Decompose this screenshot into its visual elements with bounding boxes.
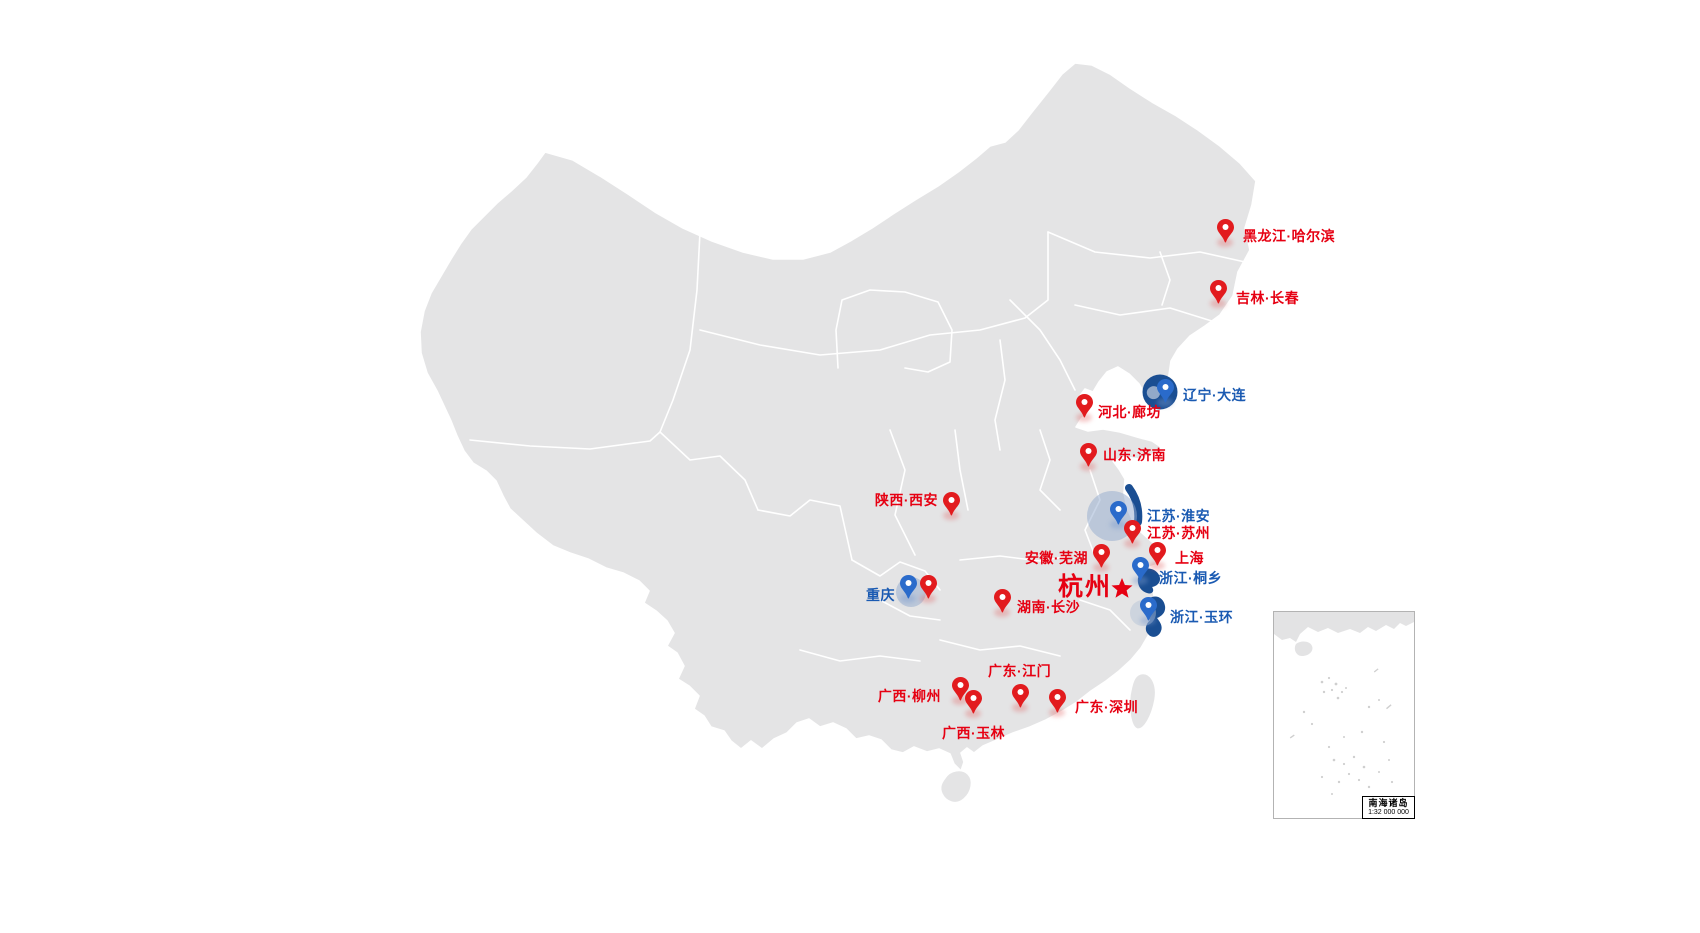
hunan-changsha-label[interactable]: 湖南·长沙 <box>1017 599 1081 615</box>
anhui-wuhu-label[interactable]: 安徽·芜湖 <box>1024 550 1088 566</box>
shaanxi-xian-label[interactable]: 陕西·西安 <box>874 492 938 508</box>
zhejiang-yuhuan-label[interactable]: 浙江·玉环 <box>1170 609 1234 625</box>
guangxi-liuzhou-pin-shadow <box>952 696 968 705</box>
inset-label-box: 南海诸岛 1:32 000 000 <box>1362 796 1415 819</box>
inset-coastline <box>1274 612 1414 642</box>
south-china-sea-inset: 南海诸岛 1:32 000 000 <box>1273 611 1415 819</box>
hangzhou-star-icon[interactable] <box>1111 578 1133 604</box>
heilongjiang-harbin-pin-icon[interactable] <box>1216 219 1234 248</box>
anhui-wuhu-pin-icon[interactable] <box>1092 544 1110 573</box>
jiangsu-huaian-pin-icon[interactable] <box>1109 501 1127 530</box>
shanghai-pin-shadow <box>1149 561 1165 570</box>
taiwan-shape <box>1128 672 1157 730</box>
shaanxi-xian-pin-icon[interactable] <box>942 492 960 521</box>
shanghai-pin-icon[interactable] <box>1148 542 1166 571</box>
liaoning-dalian-pin-shadow <box>1157 398 1173 407</box>
jilin-changchun-pin-shadow <box>1210 299 1226 308</box>
shanghai-label[interactable]: 上海 <box>1175 550 1204 566</box>
shandong-jinan-label[interactable]: 山东·济南 <box>1103 447 1167 463</box>
hainan-shape <box>939 769 973 804</box>
highlight-region-tongxiang <box>1137 568 1161 594</box>
guangdong-shenzhen-label[interactable]: 广东·深圳 <box>1075 699 1139 715</box>
guangdong-shenzhen-pin-shadow <box>1049 708 1065 717</box>
guangdong-jiangmen-label[interactable]: 广东·江门 <box>988 663 1052 679</box>
south-china-sea-map <box>1274 612 1414 799</box>
guangxi-yulin-pin-shadow <box>965 709 981 718</box>
hangzhou-label[interactable]: 杭州 <box>1057 572 1112 601</box>
zhejiang-tongxiang-pin-icon[interactable] <box>1131 557 1149 586</box>
guangdong-shenzhen-pin-icon[interactable] <box>1048 689 1066 718</box>
liaoning-dalian-label[interactable]: 辽宁·大连 <box>1183 387 1247 403</box>
jiangsu-suzhou-pin-icon[interactable] <box>1123 520 1141 549</box>
inset-title: 南海诸岛 <box>1368 798 1409 808</box>
inset-scale: 1:32 000 000 <box>1368 809 1409 816</box>
hebei-langfang-label[interactable]: 河北·廊坊 <box>1098 404 1162 420</box>
zhejiang-tongxiang-label[interactable]: 浙江·桐乡 <box>1159 570 1223 586</box>
inset-hainan <box>1294 641 1313 656</box>
chongqing-pin-icon[interactable] <box>899 575 917 604</box>
guangxi-yulin-pin-icon[interactable] <box>964 690 982 719</box>
chongqing-2-pin-icon[interactable] <box>919 575 937 604</box>
guangdong-jiangmen-pin-icon[interactable] <box>1011 684 1029 713</box>
highlight-region-jiangsu-coast <box>1125 484 1143 526</box>
liaoning-dalian-pin-icon[interactable] <box>1156 379 1174 408</box>
hebei-langfang-pin-shadow <box>1076 413 1092 422</box>
province-borders <box>469 231 1246 662</box>
guangxi-liuzhou-label[interactable]: 广西·柳州 <box>877 688 941 704</box>
zhejiang-yuhuan-pin-shadow <box>1140 616 1156 625</box>
jiangsu-huaian-pin-shadow <box>1110 520 1126 529</box>
guangxi-yulin-label[interactable]: 广西·玉林 <box>942 725 1006 741</box>
shaanxi-xian-pin-shadow <box>943 511 959 520</box>
jilin-changchun-pin-icon[interactable] <box>1209 280 1227 309</box>
heilongjiang-harbin-label[interactable]: 黑龙江·哈尔滨 <box>1243 228 1336 244</box>
chongqing-2-pin-shadow <box>920 594 936 603</box>
zhejiang-yuhuan-pin-icon[interactable] <box>1139 597 1157 626</box>
anhui-wuhu-pin-shadow <box>1093 563 1109 572</box>
chongqing-pin-shadow <box>900 594 916 603</box>
hebei-langfang-pin-icon[interactable] <box>1075 394 1093 423</box>
jiangsu-huaian-label[interactable]: 江苏·淮安 <box>1147 508 1211 524</box>
hunan-changsha-pin-icon[interactable] <box>993 589 1011 618</box>
jilin-changchun-label[interactable]: 吉林·长春 <box>1236 290 1300 306</box>
shandong-jinan-pin-shadow <box>1080 462 1096 471</box>
hunan-changsha-pin-shadow <box>994 608 1010 617</box>
jiangsu-suzhou-pin-shadow <box>1124 539 1140 548</box>
heilongjiang-harbin-pin-shadow <box>1217 238 1233 247</box>
zhejiang-tongxiang-pin-shadow <box>1132 576 1148 585</box>
guangxi-liuzhou-pin-icon[interactable] <box>951 677 969 706</box>
guangdong-jiangmen-pin-shadow <box>1012 703 1028 712</box>
inset-island-dots <box>1289 668 1394 799</box>
shandong-jinan-pin-icon[interactable] <box>1079 443 1097 472</box>
jiangsu-suzhou-label[interactable]: 江苏·苏州 <box>1147 525 1211 541</box>
chongqing-label[interactable]: 重庆 <box>866 587 895 603</box>
